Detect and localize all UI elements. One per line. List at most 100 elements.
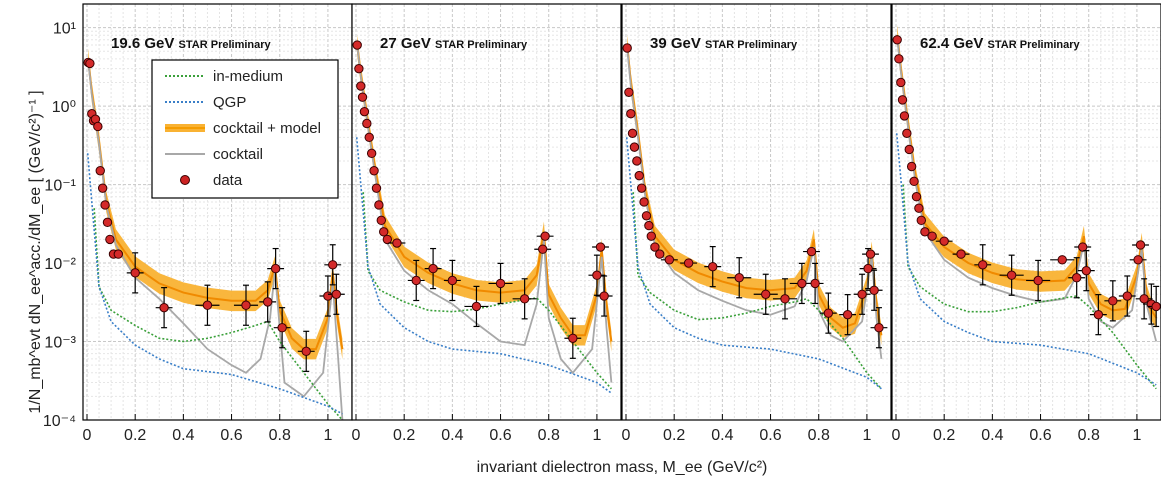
x-tick-label: 0.4	[981, 427, 1003, 444]
data-marker	[93, 121, 103, 132]
data-point	[920, 227, 930, 237]
data-point	[916, 215, 926, 226]
data-point	[1104, 280, 1122, 322]
data-point	[324, 244, 342, 286]
data-point	[85, 58, 95, 69]
data-marker	[1139, 294, 1149, 304]
legend-box	[151, 59, 339, 199]
data-point	[359, 106, 370, 117]
data-point	[195, 284, 220, 326]
data-marker	[328, 260, 338, 270]
data-marker	[641, 211, 652, 221]
data-marker	[892, 35, 902, 45]
data-point	[1135, 278, 1153, 320]
data-point	[626, 109, 636, 119]
legend-label: QGP	[213, 94, 246, 111]
data-marker	[655, 249, 665, 259]
panel-title: 62.4 GeV STAR Preliminary	[920, 35, 1081, 52]
data-point	[909, 176, 919, 187]
data-point	[369, 166, 379, 176]
data-point	[113, 249, 124, 259]
data-marker	[734, 273, 744, 283]
data-marker	[376, 215, 386, 226]
data-point	[896, 77, 906, 88]
data-marker	[632, 156, 642, 166]
data-marker	[644, 220, 654, 231]
data-marker	[277, 323, 287, 333]
data-point	[356, 81, 366, 91]
data-point	[1050, 255, 1075, 265]
panel-frame	[351, 3, 622, 421]
in-medium-line	[632, 192, 882, 390]
data-point	[126, 252, 144, 294]
data-marker	[379, 227, 389, 237]
data-point	[632, 156, 642, 166]
panel-background	[352, 4, 621, 420]
data-marker	[568, 333, 578, 343]
data-marker	[97, 183, 108, 193]
cocktail-model-line	[626, 44, 883, 336]
data-point	[655, 249, 665, 259]
data-marker	[650, 242, 660, 252]
data-point	[904, 144, 914, 155]
data-point	[974, 244, 992, 286]
panel-title: 39 GeV STAR Preliminary	[650, 35, 798, 52]
x-axis-label: invariant dielectron mass, M_ee (GeV/c²)	[477, 459, 768, 476]
data-marker	[1033, 275, 1043, 286]
data-marker	[857, 289, 867, 299]
data-marker	[1081, 265, 1092, 276]
x-tick-label: 0	[352, 427, 361, 444]
data-marker	[1108, 296, 1118, 306]
data-marker	[810, 278, 820, 289]
x-tick-label: 0.4	[441, 427, 463, 444]
y-tick-label: 10⁻²	[44, 256, 76, 273]
data-point	[100, 200, 110, 210]
data-marker	[1006, 270, 1017, 280]
panel-background	[892, 4, 1161, 420]
data-marker	[627, 128, 638, 139]
in-medium-line	[902, 184, 1157, 390]
panel-title: 19.6 GeV STAR Preliminary	[111, 35, 272, 52]
data-point	[927, 231, 937, 241]
data-point	[267, 247, 285, 290]
data-marker	[382, 234, 393, 245]
data-marker	[323, 291, 333, 301]
data-point	[853, 273, 871, 315]
data-marker	[371, 183, 382, 193]
x-tick-label: 0	[622, 427, 631, 444]
data-marker	[911, 192, 922, 202]
y-tick-label: 10⁻⁴	[43, 413, 76, 430]
legend-label: cocktail + model	[213, 120, 321, 137]
panel-title: 27 GeV STAR Preliminary	[380, 35, 528, 52]
panel-1: 0 0.2 0.4 0.6 0.8 1 27 GeV STAR Preliminary	[351, 3, 622, 444]
data-point	[906, 161, 917, 172]
data-marker	[622, 43, 632, 53]
cocktail-model-band	[357, 34, 612, 352]
data-marker	[540, 231, 550, 241]
data-marker	[1093, 309, 1104, 320]
data-marker	[1057, 255, 1067, 265]
data-marker	[904, 144, 914, 155]
data-point	[366, 148, 377, 159]
data-marker	[1151, 301, 1161, 312]
x-tick-label: 0.6	[759, 427, 781, 444]
data-point	[233, 284, 259, 326]
cocktail-model-band	[88, 48, 343, 360]
data-point	[1068, 257, 1086, 299]
panel-tag: STAR Preliminary	[179, 39, 272, 51]
data-marker	[624, 87, 634, 97]
data-point	[772, 278, 798, 320]
x-tick-label: 0.4	[711, 427, 733, 444]
data-marker	[130, 268, 140, 278]
data-marker	[354, 63, 364, 74]
data-marker	[428, 263, 438, 274]
data-point	[704, 246, 722, 288]
data-point	[564, 317, 582, 359]
data-marker	[1122, 291, 1132, 301]
data-point	[534, 244, 552, 254]
data-point	[935, 236, 953, 246]
data-marker	[865, 249, 876, 259]
panel-tag: STAR Preliminary	[435, 39, 528, 51]
x-tick-label: 0.8	[269, 427, 291, 444]
